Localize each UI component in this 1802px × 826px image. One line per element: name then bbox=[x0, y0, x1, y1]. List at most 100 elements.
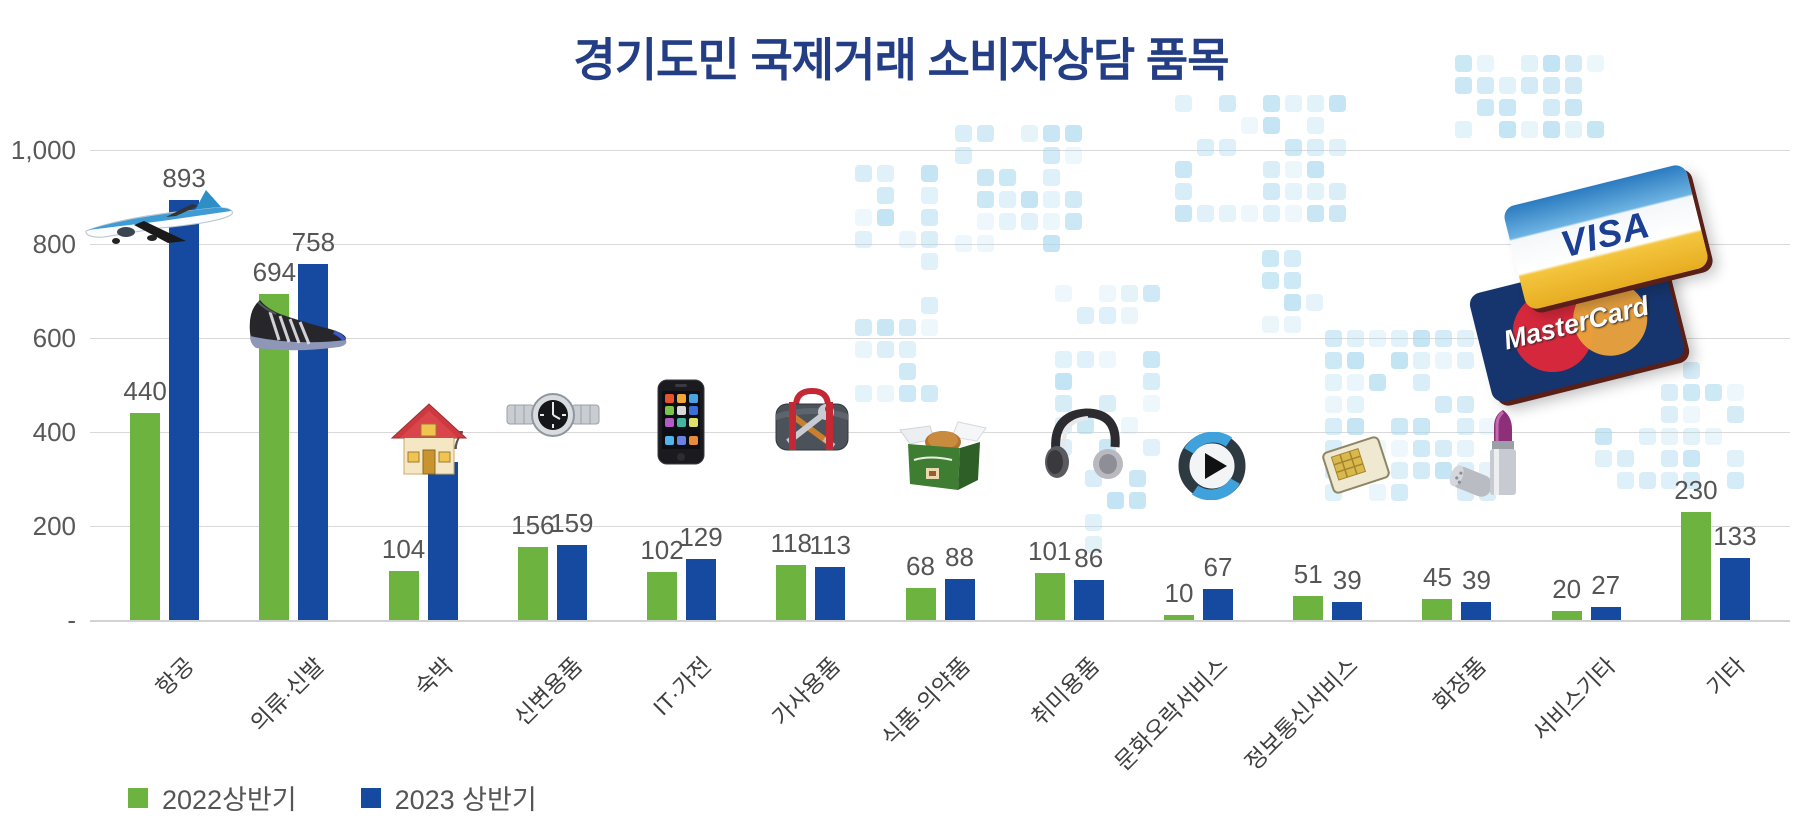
map-mosaic-square bbox=[1307, 95, 1324, 112]
bar-group: 230 133 bbox=[1651, 512, 1780, 620]
bar-group: 440 893 bbox=[100, 200, 229, 620]
legend: 2022상반기 2023 상반기 bbox=[128, 778, 537, 817]
food-box-icon bbox=[898, 420, 988, 494]
legend-swatch-2022 bbox=[128, 788, 148, 808]
airplane-icon bbox=[82, 183, 237, 259]
map-mosaic-square bbox=[1043, 125, 1060, 142]
data-label: 230 bbox=[1674, 475, 1717, 506]
x-axis-label: 의류·신발 bbox=[241, 648, 330, 737]
map-mosaic-square bbox=[1455, 121, 1472, 138]
bar bbox=[1074, 580, 1104, 620]
bar bbox=[906, 588, 936, 620]
bar bbox=[1293, 596, 1323, 620]
bar bbox=[686, 559, 716, 620]
x-axis-label: 화장품 bbox=[1424, 648, 1493, 717]
x-axis-line bbox=[90, 620, 1790, 622]
bar-group: 156 159 bbox=[488, 545, 617, 620]
bar bbox=[1552, 611, 1582, 620]
map-mosaic-square bbox=[1565, 121, 1582, 138]
x-axis-label: 취미용품 bbox=[1021, 648, 1105, 732]
x-axis-label: IT·가전 bbox=[644, 648, 718, 722]
data-label: 758 bbox=[292, 227, 335, 258]
data-label: 694 bbox=[253, 257, 296, 288]
map-mosaic-square bbox=[1307, 117, 1324, 134]
data-label: 39 bbox=[1333, 565, 1362, 596]
y-axis-tick: 800 bbox=[0, 229, 76, 260]
data-label: 118 bbox=[771, 528, 812, 559]
bar bbox=[1332, 602, 1362, 620]
legend-label-2022: 2022상반기 bbox=[162, 778, 297, 817]
map-mosaic-square bbox=[1499, 121, 1516, 138]
x-axis-label: 기타 bbox=[1698, 648, 1752, 702]
bar bbox=[1203, 589, 1233, 620]
y-axis-tick: - bbox=[0, 605, 76, 636]
bar bbox=[776, 565, 806, 620]
data-label: 27 bbox=[1591, 570, 1620, 601]
map-mosaic-square bbox=[1543, 121, 1560, 138]
y-axis-tick: 600 bbox=[0, 323, 76, 354]
lipstick-icon bbox=[1448, 403, 1530, 501]
x-axis-label: 식품·의약품 bbox=[872, 648, 976, 752]
data-label: 159 bbox=[550, 508, 593, 539]
map-mosaic-square bbox=[1263, 95, 1280, 112]
bar bbox=[647, 572, 677, 620]
bar bbox=[389, 571, 419, 620]
data-label: 51 bbox=[1294, 559, 1323, 590]
y-axis-tick: 400 bbox=[0, 417, 76, 448]
map-mosaic-square bbox=[955, 125, 972, 142]
bar-group: 45 39 bbox=[1392, 599, 1521, 620]
y-axis-tick: 1,000 bbox=[0, 135, 76, 166]
bar bbox=[815, 567, 845, 620]
x-axis-labels: 항공 의류·신발 숙박 신변용품 IT·가전 가사용품 식품·의약품 취미용품 문화오락서비스 정… bbox=[100, 634, 1780, 774]
data-label: 129 bbox=[679, 522, 722, 553]
bar-group: 51 39 bbox=[1263, 596, 1392, 620]
map-mosaic-square bbox=[1065, 125, 1082, 142]
visa-card: VISA bbox=[1502, 163, 1710, 311]
headphones-icon bbox=[1042, 405, 1128, 483]
map-mosaic-square bbox=[1175, 95, 1192, 112]
data-label: 20 bbox=[1552, 574, 1581, 605]
map-mosaic-square bbox=[1477, 99, 1494, 116]
data-label: 113 bbox=[810, 530, 851, 561]
bar bbox=[1720, 558, 1750, 621]
bar bbox=[1461, 602, 1491, 620]
map-mosaic-square bbox=[1499, 99, 1516, 116]
x-axis-label: 항공 bbox=[147, 648, 201, 702]
data-label: 67 bbox=[1204, 552, 1233, 583]
bar bbox=[1591, 607, 1621, 620]
bar-group: 101 86 bbox=[1005, 573, 1134, 620]
legend-label-2023: 2023 상반기 bbox=[395, 778, 537, 817]
bar bbox=[1164, 615, 1194, 620]
bar-group: 10 67 bbox=[1134, 589, 1263, 620]
credit-cards: MasterCard VISA bbox=[1478, 172, 1728, 407]
x-axis-label: 서비스기타 bbox=[1523, 648, 1622, 747]
x-axis-label: 신변용품 bbox=[504, 648, 588, 732]
data-label: 68 bbox=[906, 551, 935, 582]
sim-card-icon bbox=[1315, 433, 1397, 497]
data-label: 45 bbox=[1423, 562, 1452, 593]
bar bbox=[945, 579, 975, 620]
bar bbox=[169, 200, 199, 620]
bar-group: 68 88 bbox=[875, 579, 1004, 620]
map-mosaic-square bbox=[1543, 99, 1560, 116]
legend-item-2023: 2023 상반기 bbox=[361, 778, 537, 817]
wristwatch-icon bbox=[505, 388, 601, 446]
x-axis-label: 가사용품 bbox=[763, 648, 847, 732]
map-mosaic-square bbox=[1021, 125, 1038, 142]
bar bbox=[518, 547, 548, 620]
map-mosaic-square bbox=[1587, 121, 1604, 138]
y-axis-tick: 200 bbox=[0, 511, 76, 542]
data-label: 86 bbox=[1074, 543, 1103, 574]
data-label: 39 bbox=[1462, 565, 1491, 596]
legend-swatch-2023 bbox=[361, 788, 381, 808]
map-mosaic-square bbox=[1521, 121, 1538, 138]
map-mosaic-square bbox=[1219, 95, 1236, 112]
map-mosaic-square bbox=[1285, 95, 1302, 112]
visa-label: VISA bbox=[1509, 192, 1702, 278]
media-player-icon bbox=[1178, 432, 1246, 500]
data-label: 104 bbox=[382, 534, 425, 565]
chart-title: 경기도민 국제거래 소비자상담 품목 bbox=[0, 24, 1802, 90]
map-mosaic-square bbox=[1565, 99, 1582, 116]
bar bbox=[428, 462, 458, 620]
toolbag-icon bbox=[770, 388, 854, 454]
